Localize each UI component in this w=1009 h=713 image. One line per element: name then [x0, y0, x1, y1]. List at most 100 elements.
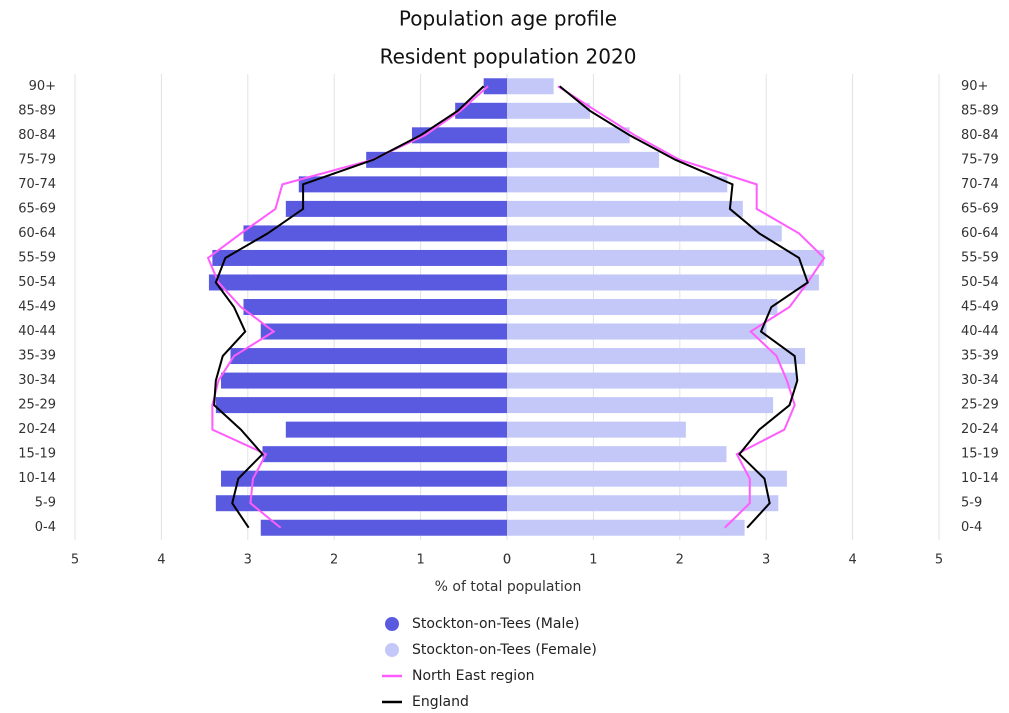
- y-tick-label: 60-64: [18, 226, 56, 241]
- y-tick-label: 80-84: [18, 128, 56, 143]
- legend-marker: [385, 643, 399, 657]
- y-tick-label: 10-14: [18, 471, 56, 486]
- legend-label: North East region: [412, 668, 535, 684]
- legend-label: Stockton-on-Tees (Male): [412, 616, 579, 632]
- bar: [507, 225, 782, 242]
- bar: [411, 127, 507, 144]
- y-tick-label: 45-49: [18, 300, 56, 315]
- x-tick-label: 3: [762, 553, 770, 568]
- line: [213, 85, 485, 529]
- y-tick-label: 65-69: [961, 201, 999, 216]
- x-tick-label: 4: [157, 553, 165, 568]
- y-tick-label: 15-19: [961, 447, 999, 462]
- bar: [260, 323, 507, 340]
- chart-subtitle: Resident population 2020: [380, 45, 637, 69]
- y-tick-label: 90+: [29, 79, 56, 94]
- bar: [221, 372, 508, 389]
- bar: [243, 225, 508, 242]
- y-tick-label: 85-89: [18, 103, 56, 118]
- y-tick-label: 75-79: [18, 152, 56, 167]
- bar: [221, 470, 508, 487]
- y-tick-label: 40-44: [961, 324, 999, 339]
- y-tick-label: 55-59: [961, 250, 999, 265]
- y-tick-label: 35-39: [961, 349, 999, 364]
- bar: [262, 446, 507, 463]
- bar: [507, 151, 660, 168]
- bar: [483, 78, 507, 95]
- x-tick-label: 5: [935, 553, 943, 568]
- bar: [507, 249, 825, 266]
- x-tick-label: 5: [71, 553, 79, 568]
- y-tick-label: 25-29: [961, 398, 999, 413]
- bar: [298, 176, 507, 193]
- bar: [507, 102, 590, 119]
- bar: [507, 78, 554, 95]
- bar: [507, 176, 728, 193]
- y-tick-label: 55-59: [18, 250, 56, 265]
- chart-title: Population age profile: [399, 7, 617, 31]
- y-tick-label: 75-79: [961, 152, 999, 167]
- y-tick-label: 40-44: [18, 324, 56, 339]
- y-tick-label: 30-34: [18, 373, 56, 388]
- x-tick-label: 2: [330, 553, 338, 568]
- bar: [215, 397, 507, 414]
- x-axis-label: % of total population: [435, 579, 582, 595]
- bar: [507, 446, 727, 463]
- bar: [260, 519, 507, 536]
- x-tick-label: 0: [503, 553, 511, 568]
- bar: [208, 274, 508, 291]
- bar: [285, 200, 507, 217]
- y-tick-label: 35-39: [18, 349, 56, 364]
- line: [559, 85, 809, 529]
- x-tick-label: 4: [848, 553, 856, 568]
- bar: [507, 495, 779, 512]
- line: [557, 85, 826, 529]
- bar: [366, 151, 507, 168]
- legend-label: Stockton-on-Tees (Female): [412, 642, 597, 658]
- bar: [215, 495, 507, 512]
- y-tick-label: 10-14: [961, 471, 999, 486]
- y-tick-label: 20-24: [961, 422, 999, 437]
- y-tick-label: 85-89: [961, 103, 999, 118]
- bar: [507, 421, 686, 438]
- y-tick-label: 65-69: [18, 201, 56, 216]
- legend-marker: [385, 617, 399, 631]
- bar: [507, 519, 745, 536]
- y-tick-label: 30-34: [961, 373, 999, 388]
- y-tick-label: 25-29: [18, 398, 56, 413]
- y-tick-label: 70-74: [961, 177, 999, 192]
- bar: [507, 348, 806, 365]
- y-tick-label: 0-4: [35, 520, 56, 535]
- bar: [230, 348, 507, 365]
- bar: [507, 200, 743, 217]
- bar: [507, 372, 797, 389]
- bar: [212, 249, 507, 266]
- bar: [243, 299, 508, 315]
- bar: [507, 323, 767, 340]
- x-tick-label: 0: [503, 553, 511, 568]
- y-tick-label: 5-9: [961, 496, 982, 511]
- y-tick-label: 90+: [961, 79, 988, 94]
- x-tick-label: 1: [589, 553, 597, 568]
- x-tick-label: 2: [676, 553, 684, 568]
- y-tick-label: 50-54: [18, 275, 56, 290]
- y-tick-label: 0-4: [961, 520, 982, 535]
- bar: [507, 299, 778, 315]
- bar: [507, 470, 787, 487]
- y-tick-label: 20-24: [18, 422, 56, 437]
- x-tick-label: 1: [416, 553, 424, 568]
- y-tick-label: 5-9: [35, 496, 56, 511]
- bar: [507, 127, 630, 144]
- bar: [507, 397, 774, 414]
- y-tick-label: 80-84: [961, 128, 999, 143]
- y-tick-label: 50-54: [961, 275, 999, 290]
- y-tick-label: 45-49: [961, 300, 999, 315]
- y-tick-label: 15-19: [18, 447, 56, 462]
- y-tick-label: 60-64: [961, 226, 999, 241]
- y-tick-label: 70-74: [18, 177, 56, 192]
- x-tick-label: 3: [244, 553, 252, 568]
- bar: [507, 274, 819, 291]
- bar: [285, 421, 507, 438]
- legend-label: England: [412, 694, 469, 710]
